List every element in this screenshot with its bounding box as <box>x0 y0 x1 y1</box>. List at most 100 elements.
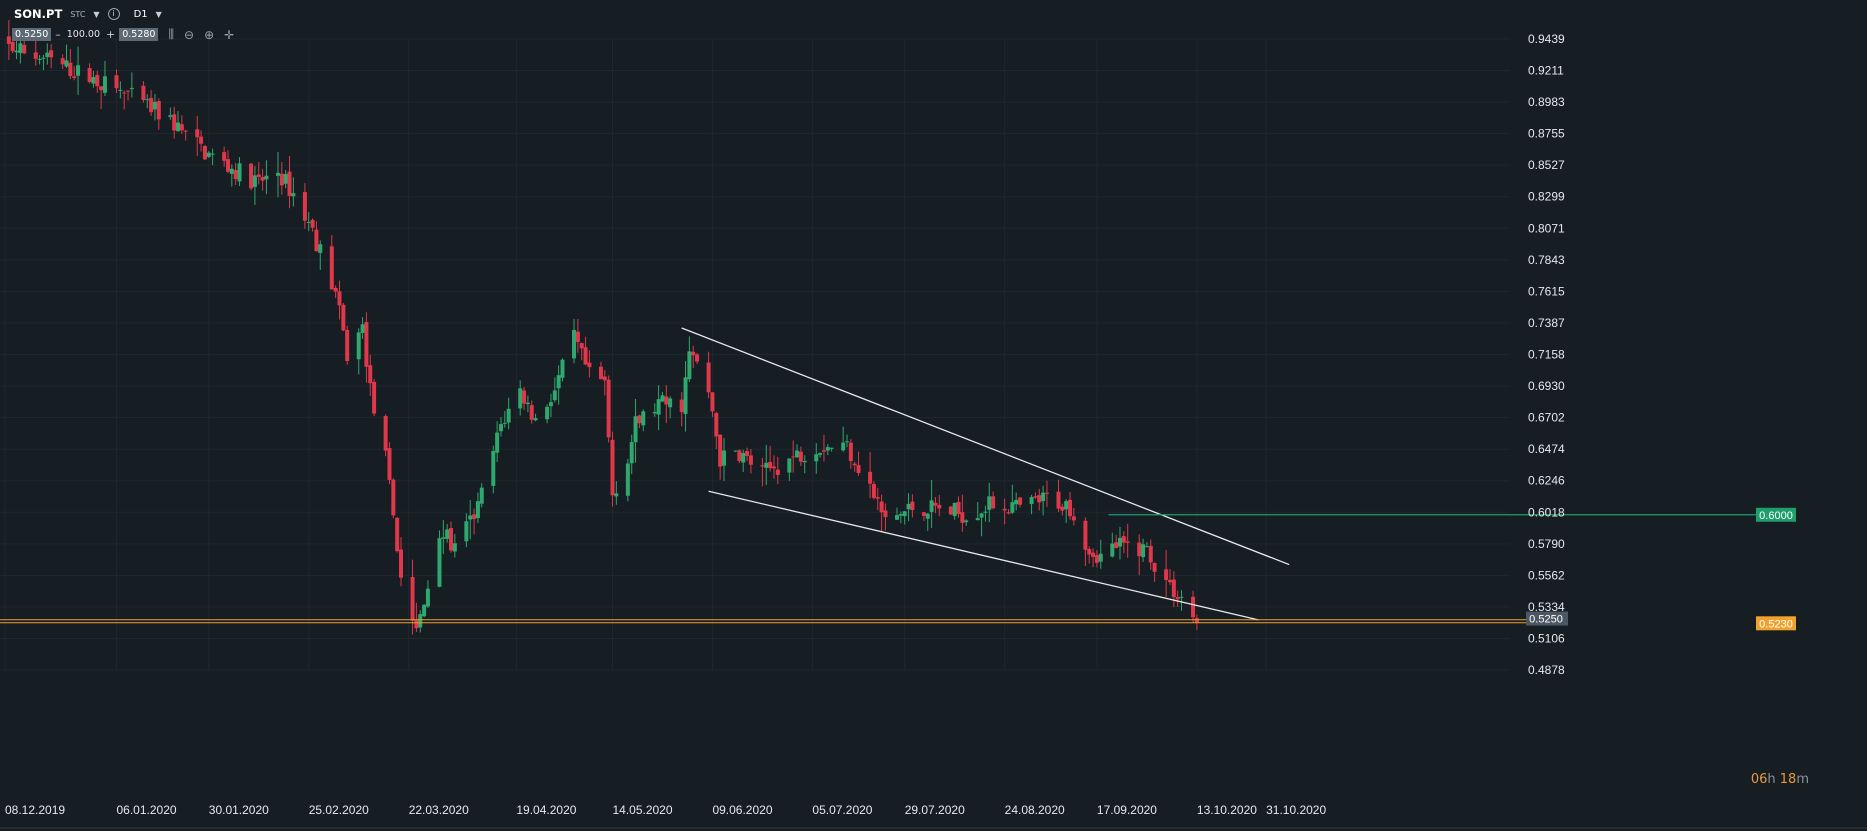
candle-up <box>818 453 823 455</box>
candle-up <box>660 395 665 402</box>
candle-down <box>60 58 65 65</box>
candle-down <box>126 90 131 92</box>
candle-down <box>706 362 711 393</box>
candle-down <box>610 439 615 496</box>
candle-up <box>802 460 807 463</box>
target-price-tag-bg <box>1756 507 1796 522</box>
candle-down <box>583 347 588 365</box>
candle-up <box>498 424 503 432</box>
timeframe-selector[interactable]: D1 <box>133 8 148 20</box>
candle-down <box>345 329 350 362</box>
x-tick-label: 09.06.2020 <box>712 803 772 817</box>
candle-up <box>356 332 361 360</box>
crosshair-icon[interactable]: ✛ <box>224 27 235 42</box>
candle-down <box>587 362 592 368</box>
candle-down <box>775 469 780 475</box>
x-tick-label: 08.12.2019 <box>5 803 65 817</box>
support-price-tag-bg <box>1756 616 1796 631</box>
zoom-out-icon[interactable]: ⊖ <box>184 27 195 42</box>
volume-value[interactable]: 100.00 <box>66 29 100 40</box>
candle-down <box>1018 497 1023 505</box>
candle-down <box>1056 491 1061 509</box>
candle-down <box>1121 536 1126 543</box>
bid-price[interactable]: 0.5250 <box>12 28 52 41</box>
x-tick-label: 22.03.2020 <box>409 803 469 817</box>
candle-down <box>848 442 853 462</box>
candle-up <box>306 221 311 223</box>
candle-up <box>548 402 553 407</box>
trendline-upper[interactable] <box>681 327 1290 566</box>
candle-down <box>172 114 177 131</box>
x-tick-label: 31.10.2020 <box>1266 803 1326 817</box>
candle-up <box>1010 502 1015 513</box>
increase-volume-button[interactable]: + <box>106 28 116 41</box>
candle-down <box>910 501 915 511</box>
candle-up <box>237 163 242 182</box>
candle-down <box>1087 549 1092 555</box>
candle-down <box>960 512 965 523</box>
candle-down <box>179 124 184 131</box>
support-price-tag: 0.5230 <box>1759 618 1793 630</box>
candle-down <box>768 462 773 469</box>
y-tick-label: 0.7615 <box>1528 284 1565 298</box>
candle-down <box>921 512 926 516</box>
candle-down <box>1137 542 1142 557</box>
candle-down <box>1114 542 1119 549</box>
current-price-tag: 0.5250 <box>1529 614 1563 626</box>
candle-down <box>391 479 396 516</box>
candle-up <box>229 168 234 174</box>
decrease-volume-button[interactable]: – <box>55 28 61 41</box>
candle-down <box>1044 492 1049 494</box>
drawings[interactable] <box>0 327 1758 624</box>
candle-down <box>260 176 265 181</box>
y-tick-label: 0.8755 <box>1528 127 1565 141</box>
candle-up <box>829 447 834 449</box>
trendline-lower[interactable] <box>708 490 1259 621</box>
candle-up <box>102 76 107 93</box>
indicators-icon[interactable]: ⫼ <box>168 27 174 41</box>
y-tick-label: 0.4878 <box>1528 663 1565 677</box>
candle-down <box>22 44 27 54</box>
candle-down <box>948 506 953 515</box>
y-tick-label: 0.7843 <box>1528 253 1565 267</box>
candle-up <box>176 122 181 132</box>
y-tick-label: 0.8299 <box>1528 190 1565 204</box>
candle-down <box>1083 520 1088 550</box>
candle-up <box>841 442 846 451</box>
y-tick-label: 0.5334 <box>1528 600 1565 614</box>
candle-down <box>249 163 254 189</box>
candle-down <box>1006 512 1011 514</box>
x-tick-label: 24.08.2020 <box>1005 803 1065 817</box>
ask-price[interactable]: 0.5280 <box>119 28 159 41</box>
zoom-in-icon[interactable]: ⊕ <box>204 27 215 42</box>
candle-down <box>875 497 880 499</box>
candle-down <box>202 146 207 160</box>
y-tick-label: 0.6246 <box>1528 474 1565 488</box>
info-icon[interactable]: i <box>107 8 120 20</box>
candle-up <box>1098 553 1103 562</box>
candle-down <box>737 450 742 462</box>
candle-down <box>714 413 719 437</box>
timeframe-dropdown-icon[interactable]: ▼ <box>155 9 162 19</box>
time-axis[interactable]: 08.12.2019 06.01.2020 30.01.2020 25.02.2020… <box>0 803 1867 829</box>
candle-up <box>983 511 988 513</box>
candle-up <box>1064 501 1069 510</box>
candle-down <box>222 152 227 161</box>
candle-up <box>264 175 269 180</box>
price-axis[interactable]: 0.9439 0.9211 0.8983 0.8755 0.8527 0.8299 0.80… <box>1526 32 1796 677</box>
candle-up <box>145 99 150 101</box>
symbol-name[interactable]: SON.PT <box>14 7 63 21</box>
symbol-dropdown-icon[interactable]: ▼ <box>93 9 100 19</box>
candle-up <box>1029 497 1034 505</box>
candle-down <box>879 501 884 513</box>
candle-down <box>329 246 334 290</box>
candle-down <box>99 86 104 91</box>
candle-down <box>679 399 684 413</box>
candle-up <box>656 399 661 415</box>
candle-up <box>629 442 634 464</box>
candle-down <box>472 514 477 519</box>
candle-up <box>633 416 638 443</box>
candle-down <box>760 465 765 467</box>
x-tick-label: 30.01.2020 <box>209 803 269 817</box>
